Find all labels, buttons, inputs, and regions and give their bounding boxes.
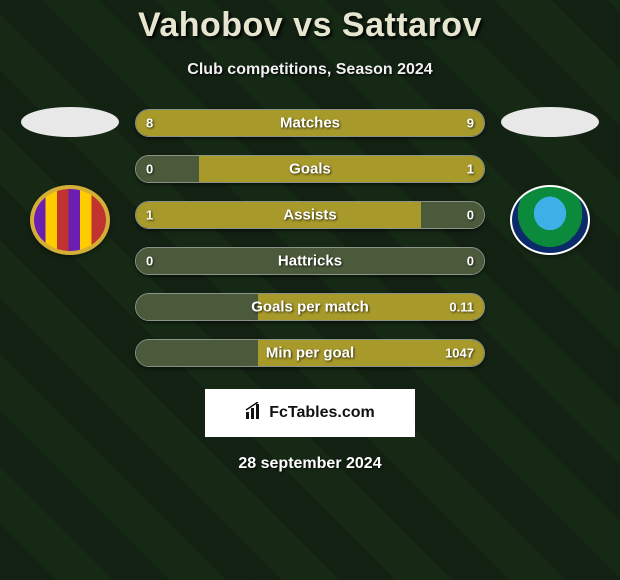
bar-left-segment [136, 248, 310, 274]
bar-right-segment [199, 156, 484, 182]
stat-bar: Min per goal1047 [135, 339, 485, 367]
content-wrapper: Vahobov vs Sattarov Club competitions, S… [0, 0, 620, 580]
chart-icon [245, 402, 263, 425]
bar-left-segment [136, 156, 199, 182]
bar-left-segment [136, 202, 421, 228]
stat-bar: Matches89 [135, 109, 485, 137]
left-player-oval [21, 107, 119, 137]
stat-bar: Goals01 [135, 155, 485, 183]
page-subtitle: Club competitions, Season 2024 [0, 61, 620, 79]
stat-bar: Goals per match0.11 [135, 293, 485, 321]
bar-left-segment [136, 294, 258, 320]
stat-bars: Matches89 Goals01 Assists10 Hattricks00 Goal… [135, 109, 485, 367]
bar-right-segment [421, 202, 484, 228]
logo-text: FcTables.com [269, 404, 375, 422]
stat-bar: Hattricks00 [135, 247, 485, 275]
bar-right-segment [310, 248, 484, 274]
left-club-crest-icon [30, 185, 110, 255]
right-player-oval [501, 107, 599, 137]
bar-right-segment [258, 294, 484, 320]
stat-bar: Assists10 [135, 201, 485, 229]
page-title: Vahobov vs Sattarov [0, 0, 620, 45]
fctables-logo[interactable]: FcTables.com [205, 389, 415, 437]
right-club-crest-icon [510, 185, 590, 255]
footer-date: 28 september 2024 [0, 455, 620, 473]
bar-left-segment [136, 340, 258, 366]
left-side [15, 109, 125, 255]
right-side [495, 109, 605, 255]
bar-right-segment [258, 340, 484, 366]
bar-right-segment [300, 110, 484, 136]
bar-left-segment [136, 110, 300, 136]
main-area: Matches89 Goals01 Assists10 Hattricks00 Goal… [0, 109, 620, 367]
